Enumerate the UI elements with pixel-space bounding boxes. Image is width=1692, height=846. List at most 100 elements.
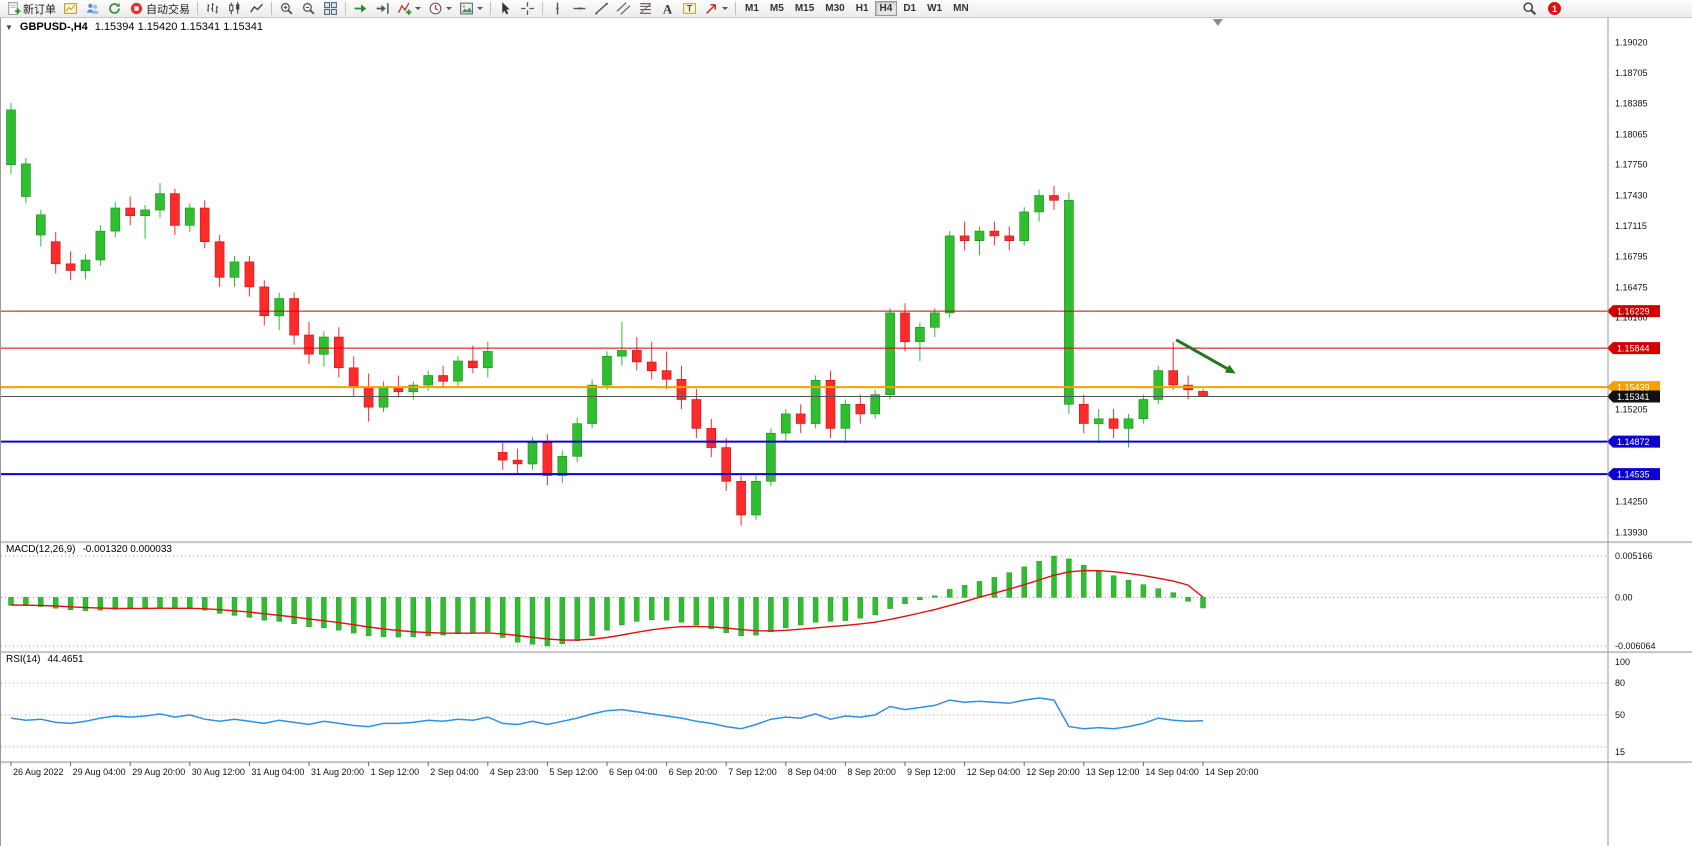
price-axis-label: 1.16475: [1615, 282, 1648, 292]
quick-trade-arrow-icon[interactable]: ▼: [5, 22, 13, 32]
arrowmark-icon: [704, 1, 719, 16]
search-icon: [1522, 1, 1537, 16]
timeframe-button-W1[interactable]: W1: [922, 1, 947, 16]
price-axis-label: 1.17430: [1615, 191, 1648, 201]
time-axis-label: 8 Sep 04:00: [788, 767, 837, 777]
hline-icon: [572, 1, 587, 16]
line-chart-button[interactable]: [246, 1, 267, 17]
price-axis-label: 1.16795: [1615, 252, 1648, 262]
price-badge-label: 1.14872: [1617, 437, 1650, 447]
doc-plus-icon: [6, 1, 21, 16]
periods-button[interactable]: [425, 1, 455, 17]
candle-body: [542, 442, 553, 476]
candle-body: [80, 259, 91, 271]
price-badge: 1.15439: [1607, 381, 1660, 394]
macd-axis-label: -0.006064: [1615, 641, 1656, 651]
vertical-line-button[interactable]: [547, 1, 568, 17]
candles-icon: [227, 1, 242, 16]
candle-body: [617, 350, 627, 357]
toolbar-right-group: 1: [1519, 1, 1561, 17]
time-axis-label: 2 Sep 04:00: [430, 767, 479, 777]
time-axis-label: 6 Sep 20:00: [669, 767, 718, 777]
profiles-icon: [85, 1, 100, 16]
candle-body: [661, 370, 672, 380]
toolbar-separator: [542, 2, 543, 15]
timeframe-button-MN[interactable]: MN: [948, 1, 974, 16]
price-badge-label: 1.16229: [1617, 307, 1650, 317]
chart-window[interactable]: 1.16229 1.15844 1.15439 1.15341 1.14872 1.145…: [0, 18, 1692, 846]
candle-body: [855, 403, 866, 415]
tile-windows-button[interactable]: [320, 1, 341, 17]
crosshair-button[interactable]: [517, 1, 538, 17]
rsi-axis-label: 50: [1615, 710, 1625, 720]
timeframe-button-M15[interactable]: M15: [790, 1, 819, 16]
timeframe-button-H1[interactable]: H1: [851, 1, 874, 16]
fibonacci-button[interactable]: [635, 1, 656, 17]
bar-chart-button[interactable]: [202, 1, 223, 17]
zoom-in-button[interactable]: [276, 1, 297, 17]
candle-body: [840, 403, 851, 429]
new-order-button[interactable]: 新订单: [3, 1, 59, 17]
trendline-button[interactable]: [591, 1, 612, 17]
bars-icon: [205, 1, 220, 16]
zoom-out-button[interactable]: [298, 1, 319, 17]
chart-plus-icon: [63, 1, 78, 16]
caret-down-icon: [477, 7, 483, 10]
rsi-line: [10, 697, 1204, 730]
timeframe-button-H4[interactable]: H4: [874, 1, 898, 16]
toolbar-separator: [345, 2, 346, 15]
candle-body: [736, 480, 746, 516]
time-axis-label: 12 Sep 04:00: [967, 767, 1021, 777]
templates-button[interactable]: [456, 1, 486, 17]
macd-axis-label: 0.00: [1615, 592, 1633, 602]
profiles-button[interactable]: [82, 1, 103, 17]
time-axis[interactable]: 26 Aug 2022 29 Aug 04:00 29 Aug 20:00 30 Au…: [10, 762, 1259, 777]
chart-shift-marker[interactable]: [1212, 19, 1223, 26]
time-axis-label: 26 Aug 2022: [13, 767, 64, 777]
chart-shift-button[interactable]: [372, 1, 393, 17]
candlestick-series: [6, 103, 1208, 526]
tile-icon: [323, 1, 338, 16]
auto-scroll-button[interactable]: [350, 1, 371, 17]
cursor-button[interactable]: [495, 1, 516, 17]
candle-body: [6, 109, 16, 166]
timeframe-button-D1[interactable]: D1: [898, 1, 921, 16]
arrows-button[interactable]: [701, 1, 731, 17]
candle-body: [333, 336, 344, 369]
price-badge: 1.15341: [1607, 390, 1660, 403]
refresh-button[interactable]: [104, 1, 125, 17]
new-chart-button[interactable]: [60, 1, 81, 17]
search-button[interactable]: [1519, 1, 1540, 17]
time-axis-label: 13 Sep 12:00: [1086, 767, 1140, 777]
timeframe-button-M5[interactable]: M5: [765, 1, 789, 16]
candle-body: [497, 452, 508, 461]
timeframe-button-M30[interactable]: M30: [820, 1, 849, 16]
candle-body: [1034, 195, 1044, 213]
price-axis-label: 1.18705: [1615, 68, 1648, 78]
candle-body: [1049, 195, 1059, 201]
notification-badge[interactable]: 1: [1548, 2, 1561, 15]
horizontal-line-button[interactable]: [569, 1, 590, 17]
price-axis[interactable]: 1.19020 1.18705 1.18385 1.18065 1.17750 1.174…: [1615, 38, 1648, 538]
candle-body: [810, 379, 821, 424]
candlestick-chart-button[interactable]: [224, 1, 245, 17]
equidistant-channel-button[interactable]: [613, 1, 634, 17]
price-axis-label: 1.16160: [1615, 313, 1648, 323]
candle-body: [1123, 418, 1134, 429]
time-axis-label: 12 Sep 20:00: [1026, 767, 1080, 777]
candle-body: [974, 230, 985, 242]
auto-trading-button[interactable]: 自动交易: [126, 1, 193, 17]
candle-body: [512, 459, 523, 465]
macd-signal-line: [10, 569, 1204, 641]
candle-body: [244, 261, 255, 288]
candle-body: [1198, 391, 1208, 397]
timeframe-button-M1[interactable]: M1: [740, 1, 764, 16]
price-badge-label: 1.14535: [1617, 470, 1650, 480]
caret-down-icon: [446, 7, 452, 10]
indicators-button[interactable]: [394, 1, 424, 17]
text-label-button[interactable]: T: [679, 1, 700, 17]
text-button[interactable]: A: [657, 1, 678, 17]
trend-arrow-annotation[interactable]: [1175, 338, 1228, 370]
candle-body: [944, 235, 955, 314]
